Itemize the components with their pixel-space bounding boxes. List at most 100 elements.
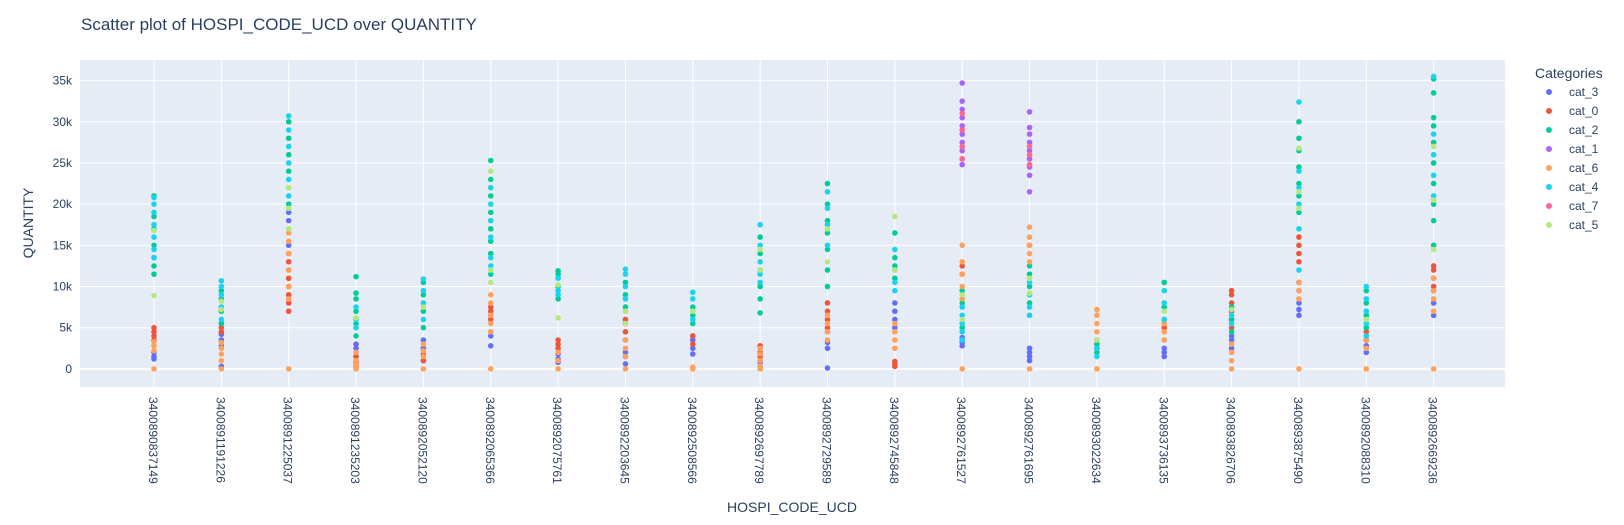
data-point	[353, 304, 359, 310]
data-point	[1026, 188, 1033, 195]
data-point	[1430, 246, 1437, 253]
legend-item-cat_0[interactable]: cat_0	[1546, 104, 1599, 118]
data-point	[1296, 201, 1302, 207]
data-point	[757, 279, 763, 286]
data-point	[1363, 296, 1370, 302]
data-point	[959, 337, 965, 343]
data-point	[151, 271, 157, 277]
data-point	[1296, 205, 1302, 212]
y-tick-label: 20k	[53, 197, 73, 211]
data-point	[285, 217, 292, 224]
data-point	[218, 339, 225, 346]
data-point	[1296, 193, 1302, 199]
data-point	[218, 291, 225, 298]
data-point	[487, 176, 494, 183]
data-point	[487, 279, 494, 286]
legend-item-cat_4[interactable]: cat_4	[1546, 180, 1599, 194]
data-point	[353, 345, 359, 352]
legend-item-cat_6[interactable]: cat_6	[1546, 161, 1599, 175]
data-point	[1430, 267, 1437, 273]
data-point	[1228, 291, 1235, 298]
x-tick-label: 3400893022634	[1089, 397, 1103, 484]
data-point	[1296, 312, 1302, 319]
legend-item-cat_2[interactable]: cat_2	[1546, 123, 1599, 137]
data-point	[285, 160, 292, 166]
data-point	[959, 127, 965, 133]
data-point	[892, 324, 898, 331]
data-point	[959, 143, 965, 150]
data-point	[1363, 312, 1370, 319]
data-point	[1296, 300, 1302, 306]
data-point	[487, 366, 494, 372]
data-point	[959, 324, 965, 331]
data-point	[1094, 345, 1100, 352]
data-point	[1296, 188, 1302, 195]
legend-item-cat_3[interactable]: cat_3	[1546, 85, 1599, 99]
data-point	[218, 316, 225, 323]
data-point	[959, 156, 965, 162]
legend-marker	[1546, 165, 1552, 171]
legend: Categories cat_3 cat_0 cat_2 cat_1 cat_6 cat_…	[1535, 65, 1603, 232]
data-point	[622, 316, 629, 323]
legend-marker	[1546, 108, 1552, 114]
y-axis-title: QUANTITY	[20, 187, 36, 258]
data-point	[1363, 283, 1370, 290]
data-point	[959, 291, 965, 298]
data-point	[1296, 180, 1302, 187]
data-point	[959, 80, 965, 86]
data-point	[555, 282, 561, 288]
data-point	[555, 296, 561, 302]
legend-item-cat_7[interactable]: cat_7	[1546, 199, 1599, 213]
data-point	[1430, 197, 1437, 203]
data-point	[353, 341, 359, 347]
data-point	[690, 333, 696, 339]
data-point	[285, 308, 292, 315]
legend-item-cat_1[interactable]: cat_1	[1546, 142, 1599, 156]
data-point	[555, 287, 561, 294]
data-point	[959, 98, 965, 104]
data-point	[1026, 156, 1033, 162]
data-point	[420, 287, 427, 294]
data-point	[487, 320, 494, 327]
data-point	[1296, 164, 1302, 170]
data-point	[487, 291, 494, 298]
data-point	[1228, 341, 1235, 347]
x-tick-labels: 3400890837149 3400891191226 3400891225037 3…	[146, 397, 1440, 484]
data-point	[285, 205, 292, 212]
data-point	[1430, 217, 1437, 224]
data-point	[1026, 259, 1033, 265]
data-point	[285, 296, 292, 302]
data-point	[892, 230, 898, 236]
data-point	[824, 345, 831, 352]
data-point	[1026, 172, 1033, 179]
data-point	[824, 221, 831, 228]
data-point	[1228, 345, 1235, 352]
data-point	[1094, 320, 1100, 327]
data-point	[1026, 271, 1033, 277]
data-point	[420, 276, 427, 282]
data-point	[285, 168, 292, 174]
data-point	[1161, 287, 1168, 294]
data-point	[690, 308, 696, 315]
data-point	[420, 300, 427, 306]
legend-item-cat_5[interactable]: cat_5	[1546, 218, 1599, 232]
data-point	[690, 364, 696, 371]
x-tick-label: 3400892745848	[887, 397, 901, 484]
data-point	[487, 193, 494, 199]
data-point	[1026, 353, 1033, 360]
data-point	[1228, 300, 1235, 306]
data-point	[353, 366, 359, 372]
data-point	[487, 271, 494, 277]
data-point	[1161, 279, 1168, 286]
data-point	[151, 194, 157, 201]
data-point	[1430, 131, 1437, 137]
data-point	[487, 267, 494, 273]
data-point	[1430, 296, 1437, 302]
data-point	[218, 366, 225, 372]
data-point	[1026, 279, 1033, 286]
data-point	[757, 242, 763, 249]
data-point	[959, 316, 965, 323]
data-point	[151, 221, 157, 228]
data-point	[487, 263, 494, 269]
